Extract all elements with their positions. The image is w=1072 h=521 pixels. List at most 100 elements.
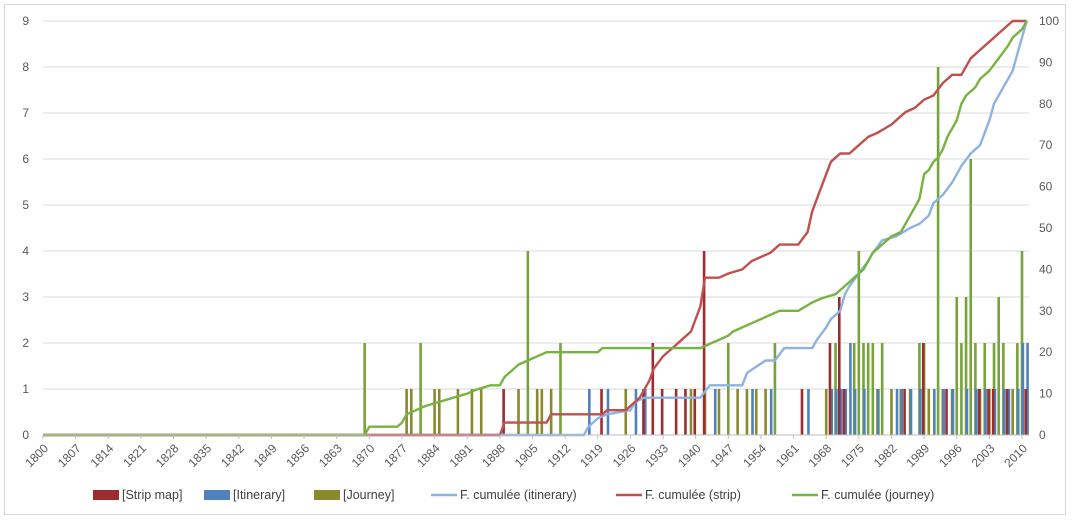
legend-swatch bbox=[204, 490, 230, 500]
strip-bar bbox=[921, 343, 925, 435]
strip-bar bbox=[977, 389, 981, 435]
itinerary-bar bbox=[933, 389, 936, 435]
legend: [Strip map] [Itinerary] [Journey] F. cumulé… bbox=[93, 488, 934, 502]
x-tick-label: 1884 bbox=[414, 441, 443, 470]
x-tick-label: 1940 bbox=[675, 441, 704, 470]
x-tick-label: 1912 bbox=[544, 441, 573, 470]
itinerary-bar bbox=[839, 389, 843, 435]
strip-bar bbox=[842, 389, 846, 435]
legend-label: F. cumulée (strip) bbox=[645, 488, 741, 502]
y-right-tick-label: 20 bbox=[1039, 345, 1053, 359]
strip-bar bbox=[702, 251, 706, 435]
y-right-tick-label: 40 bbox=[1039, 262, 1053, 276]
itinerary-bar bbox=[751, 389, 754, 435]
x-tick-label: 1891 bbox=[447, 441, 476, 470]
journey-bar bbox=[824, 389, 828, 435]
y-left-tick-label: 2 bbox=[22, 336, 29, 350]
itinerary-bar bbox=[965, 389, 969, 435]
itinerary-bar bbox=[606, 389, 610, 435]
itinerary-bar bbox=[974, 389, 978, 435]
itinerary-bar bbox=[835, 389, 838, 435]
journey-bar bbox=[866, 343, 870, 435]
journey-bar bbox=[540, 389, 544, 435]
itinerary-bar bbox=[853, 389, 857, 435]
x-tick-label: 1975 bbox=[838, 441, 867, 470]
strip-bar bbox=[991, 389, 995, 435]
journey-bar bbox=[456, 389, 460, 435]
y-left-tick-label: 4 bbox=[22, 244, 29, 258]
y-left-tick-label: 0 bbox=[22, 428, 29, 442]
strip-bar bbox=[674, 389, 678, 435]
strip-bar bbox=[1005, 389, 1009, 435]
journey-bar bbox=[437, 389, 441, 435]
journey-bar bbox=[936, 67, 940, 435]
x-tick-label: 1982 bbox=[871, 441, 900, 470]
cumulative-itinerary-line bbox=[43, 20, 1028, 437]
journey-bar bbox=[419, 343, 422, 435]
y-right-tick-label: 100 bbox=[1039, 14, 1059, 28]
journey-bar bbox=[535, 389, 539, 435]
x-tick-label: 1926 bbox=[610, 441, 639, 470]
journey-bar bbox=[880, 343, 884, 435]
journey-bar bbox=[479, 389, 483, 435]
strip-bar bbox=[693, 389, 697, 435]
strip-bar bbox=[837, 297, 841, 435]
legend-label: [Strip map] bbox=[122, 488, 182, 502]
x-tick-label: 1821 bbox=[120, 441, 149, 470]
journey-bar bbox=[727, 343, 730, 435]
journey-bar bbox=[470, 389, 474, 435]
strip-bar bbox=[684, 389, 687, 435]
itinerary-bar bbox=[895, 389, 899, 435]
journey-bar bbox=[559, 343, 562, 435]
itinerary-bar bbox=[900, 389, 903, 435]
x-tick-label: 1870 bbox=[349, 441, 378, 470]
journey-bar bbox=[764, 389, 767, 435]
itinerary-bar bbox=[909, 389, 913, 435]
journey-bar bbox=[871, 343, 875, 435]
y-right-tick-label: 50 bbox=[1039, 221, 1053, 235]
chart-frame: 0 1 2 3 4 5 6 7 8 9 0 10 20 30 40 50 60 70 80 90 100 1800 1807… bbox=[4, 4, 1066, 515]
x-tick-label: 2003 bbox=[969, 441, 998, 470]
legend-label: [Itinerary] bbox=[233, 488, 285, 502]
y-right-tick-label: 30 bbox=[1039, 304, 1053, 318]
journey-bar bbox=[745, 389, 749, 435]
journey-bar bbox=[754, 389, 758, 435]
itinerary-bar bbox=[1026, 343, 1029, 435]
journey-bar bbox=[927, 389, 931, 435]
x-tick-label: 1835 bbox=[186, 441, 215, 470]
journey-bar bbox=[549, 389, 553, 435]
y-right-tick-label: 80 bbox=[1039, 97, 1053, 111]
itinerary-bar bbox=[713, 389, 717, 435]
itinerary-bar bbox=[1002, 389, 1006, 435]
x-tick-label: 1856 bbox=[283, 441, 312, 470]
x-tick-label: 1961 bbox=[773, 441, 802, 470]
y-right-tick-label: 70 bbox=[1039, 138, 1053, 152]
x-tick-label: 1968 bbox=[806, 441, 835, 470]
x-tick-label: 1919 bbox=[577, 441, 606, 470]
itinerary-bar bbox=[830, 389, 834, 435]
journey-bar bbox=[517, 389, 520, 435]
x-tick-label: 1842 bbox=[218, 441, 247, 470]
x-tick-label: 1954 bbox=[740, 441, 769, 470]
journey-bar bbox=[405, 389, 408, 435]
itinerary-bar bbox=[807, 389, 810, 435]
itinerary-bar bbox=[993, 389, 997, 435]
cumulative-lines bbox=[43, 19, 1028, 437]
y-left-tick-label: 3 bbox=[22, 290, 29, 304]
strip-bar bbox=[600, 389, 603, 435]
x-tick-label: 1863 bbox=[316, 441, 345, 470]
x-tick-label: 1996 bbox=[936, 441, 965, 470]
x-tick-label: 1807 bbox=[55, 441, 84, 470]
strip-bar bbox=[828, 343, 832, 435]
journey-bar bbox=[997, 297, 1000, 435]
bar-series bbox=[363, 67, 1029, 435]
journey-bar bbox=[890, 389, 893, 435]
x-tick-label: 1947 bbox=[708, 441, 737, 470]
x-tick-label: 1800 bbox=[22, 441, 51, 470]
journey-bar bbox=[1011, 389, 1014, 435]
y-left-tick-label: 8 bbox=[22, 60, 29, 74]
itinerary-bar bbox=[643, 389, 647, 435]
y-right-tick-label: 90 bbox=[1039, 55, 1053, 69]
journey-bar bbox=[857, 251, 861, 435]
y-left-tick-label: 1 bbox=[22, 382, 29, 396]
